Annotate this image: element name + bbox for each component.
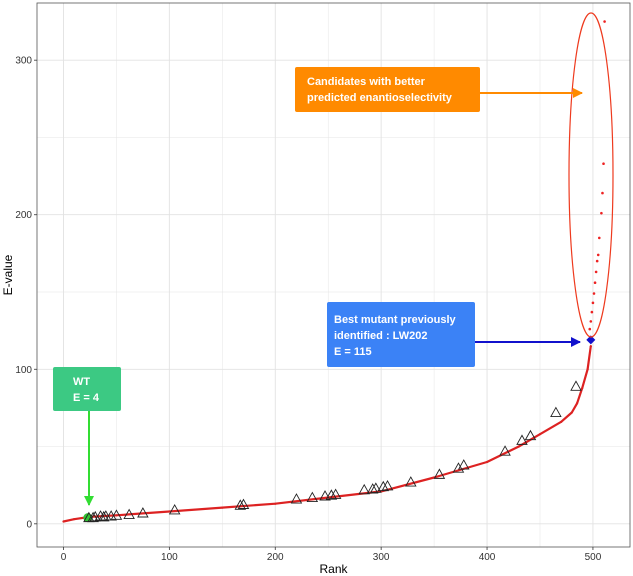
mutant-point bbox=[123, 508, 135, 519]
mutant-point bbox=[168, 503, 181, 515]
curve-point bbox=[72, 518, 76, 521]
candidate-point bbox=[591, 301, 595, 305]
mutant-point bbox=[381, 480, 394, 491]
candidate-point bbox=[596, 253, 600, 257]
mutant-point bbox=[366, 483, 379, 494]
curve-point bbox=[517, 445, 520, 448]
y-axis-label: E-value bbox=[1, 254, 15, 295]
wt-callout bbox=[53, 367, 121, 411]
mutant-point bbox=[516, 434, 528, 445]
curve-point bbox=[62, 520, 65, 523]
mutant-point bbox=[234, 499, 247, 510]
candidate-point bbox=[588, 327, 592, 331]
wt-label-line2: E = 4 bbox=[73, 392, 100, 404]
candidate-point bbox=[593, 281, 597, 285]
candidates-label-line1: Candidates with better bbox=[307, 76, 426, 88]
curve-point bbox=[575, 402, 579, 405]
candidate-point bbox=[594, 270, 598, 274]
x-tick-label: 100 bbox=[161, 552, 178, 563]
x-tick-label: 400 bbox=[479, 552, 496, 563]
curve-point bbox=[221, 506, 224, 509]
mutant-point bbox=[97, 510, 110, 522]
mutant-point bbox=[325, 489, 338, 500]
x-tick-label: 0 bbox=[61, 552, 67, 563]
candidate-point bbox=[589, 320, 593, 323]
plot-panel bbox=[36, 2, 631, 548]
mutant-point bbox=[290, 493, 303, 504]
curve-point bbox=[485, 460, 489, 464]
curve-point bbox=[586, 368, 589, 371]
curve-point bbox=[589, 344, 592, 348]
best-mutant-label-line1: Best mutant previously bbox=[334, 314, 457, 326]
x-tick-label: 200 bbox=[267, 552, 284, 563]
mutant-point bbox=[457, 459, 470, 470]
candidate-point bbox=[590, 310, 594, 314]
candidate-point bbox=[603, 20, 606, 23]
mutant-point bbox=[137, 507, 149, 518]
candidate-point bbox=[595, 259, 599, 263]
x-tick-label: 300 bbox=[373, 552, 390, 563]
mutant-point bbox=[499, 445, 511, 456]
y-tick-label: 100 bbox=[15, 365, 32, 376]
candidates-label-line2: predicted enantioselectivity bbox=[307, 92, 453, 104]
mutant-point bbox=[358, 483, 370, 495]
annotation-layer bbox=[84, 12, 614, 506]
mutant-point bbox=[306, 491, 319, 502]
mutant-point bbox=[405, 476, 417, 487]
y-tick-label: 0 bbox=[26, 519, 32, 530]
curve-point bbox=[570, 411, 573, 414]
best-mutant-label-line2: identified : LW202 bbox=[334, 330, 428, 342]
mutant-point bbox=[524, 429, 537, 441]
mutant-point bbox=[87, 511, 99, 523]
candidate-point bbox=[601, 191, 604, 195]
mutant-point bbox=[570, 380, 582, 391]
mutant-point bbox=[452, 462, 465, 473]
candidates-ellipse bbox=[568, 12, 614, 338]
candidate-point bbox=[597, 236, 601, 240]
x-tick-label: 500 bbox=[585, 552, 602, 563]
curve-point bbox=[538, 433, 542, 436]
y-tick-label: 300 bbox=[15, 56, 32, 67]
curve-point bbox=[168, 510, 171, 513]
mutant-point bbox=[110, 509, 123, 520]
candidate-point bbox=[592, 292, 596, 295]
candidate-point bbox=[600, 211, 603, 215]
series-layer bbox=[62, 20, 606, 523]
curve-point bbox=[560, 420, 563, 423]
best-mutant-callout bbox=[327, 302, 475, 367]
wt-label-line1: WT bbox=[73, 376, 90, 388]
best-mutant-label-line3: E = 115 bbox=[334, 346, 372, 358]
mutant-point bbox=[377, 480, 390, 492]
mutant-point bbox=[370, 482, 382, 493]
mutant-point bbox=[319, 490, 331, 501]
curve-point bbox=[581, 386, 584, 389]
best-mutant-point bbox=[586, 335, 596, 345]
curve-point bbox=[115, 514, 118, 517]
mutant-point bbox=[237, 498, 250, 509]
mutant-point bbox=[550, 406, 562, 417]
mutant-point bbox=[329, 488, 342, 499]
mutant-point bbox=[433, 468, 446, 479]
axis-ticks: 0 100 200 300 400 500 0 100 200 300 bbox=[15, 56, 601, 563]
candidate-point bbox=[602, 162, 605, 166]
x-axis-label: Rank bbox=[319, 562, 348, 576]
curve-point bbox=[274, 502, 277, 505]
y-tick-label: 200 bbox=[15, 210, 32, 221]
candidates-callout bbox=[295, 67, 480, 112]
